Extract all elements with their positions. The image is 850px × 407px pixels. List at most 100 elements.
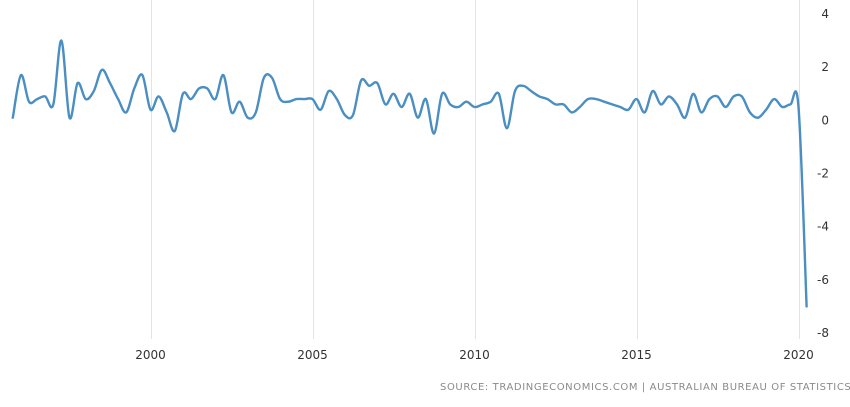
data-point [311,97,315,101]
data-point [586,97,590,101]
data-point [651,89,655,93]
data-point [756,116,760,120]
data-point [140,73,144,77]
data-point [173,129,177,133]
data-point [116,97,120,101]
y-tick-label: 0 [821,113,829,127]
data-point [238,100,242,104]
data-point [456,105,460,109]
data-point [626,108,630,112]
data-point [537,94,541,98]
data-point [375,81,379,85]
data-point [424,97,428,101]
data-point [667,94,671,98]
data-point [327,89,331,93]
data-point [51,102,55,106]
data-point [562,102,566,106]
data-point [400,105,404,109]
data-point [748,110,752,114]
data-point [205,86,209,90]
data-point [432,132,436,136]
data-point [716,94,720,98]
data-point [84,97,88,101]
data-point [805,304,809,308]
data-point [359,79,363,83]
data-point [788,102,792,106]
x-tick-label: 2000 [135,348,166,362]
data-point [246,116,250,120]
y-tick-label: 2 [821,60,829,74]
data-point [724,105,728,109]
data-point [262,76,266,80]
data-point [392,92,396,96]
y-tick-label: -4 [817,220,829,234]
data-point [383,102,387,106]
data-point [108,81,112,85]
data-point [764,108,768,112]
data-point [100,68,104,72]
data-point [497,92,501,96]
data-point [618,105,622,109]
data-point [578,105,582,109]
x-tick-label: 2005 [297,348,328,362]
data-point [481,102,485,106]
x-tick-label: 2015 [621,348,652,362]
source-caption: SOURCE: TRADINGECONOMICS.COM | AUSTRALIA… [440,382,850,393]
data-point [408,92,412,96]
series-line-0 [11,39,808,308]
x-tick-label: 2020 [783,348,814,362]
data-point [707,97,711,101]
data-point [659,102,663,106]
data-point [529,89,533,93]
data-point [464,100,468,104]
data-point [124,110,128,114]
data-point [772,97,776,101]
data-point [635,97,639,101]
y-tick-label: -2 [817,167,829,181]
data-point [27,100,31,104]
data-point [797,105,801,109]
y-tick-label: -8 [817,326,829,340]
data-point [675,102,679,106]
y-axis-ticks: 4 2 0 -2 -4 -6 -8 [817,7,829,340]
data-point [294,97,298,101]
data-point [197,86,201,90]
data-point [181,92,185,96]
data-point [270,76,274,80]
data-point [35,97,39,101]
data-point [732,94,736,98]
data-point [513,89,517,93]
data-point [489,100,493,104]
x-axis-ticks: 2000 2005 2010 2015 2020 [135,348,814,362]
data-point [351,113,355,117]
data-point [11,116,15,120]
data-point [780,105,784,109]
data-point [416,116,420,120]
data-point [286,100,290,104]
data-point [594,97,598,101]
data-point [189,97,193,101]
data-point [554,102,558,106]
data-point [343,113,347,117]
data-point [149,108,153,112]
data-point [570,110,574,114]
data-point [230,110,234,114]
data-point [213,97,217,101]
y-tick-label: -6 [817,273,829,287]
data-point [683,116,687,120]
data-point [92,89,96,93]
series-layer [11,39,809,308]
data-point [473,105,477,109]
data-point [691,92,695,96]
grid-lines [151,0,800,339]
data-point [68,116,72,120]
data-point [59,39,63,43]
data-point [165,110,169,114]
data-point [610,102,614,106]
data-point [278,97,282,101]
data-point [43,94,47,98]
data-point [367,84,371,88]
data-point [602,100,606,104]
data-point [521,84,525,88]
y-tick-label: 4 [821,7,829,21]
